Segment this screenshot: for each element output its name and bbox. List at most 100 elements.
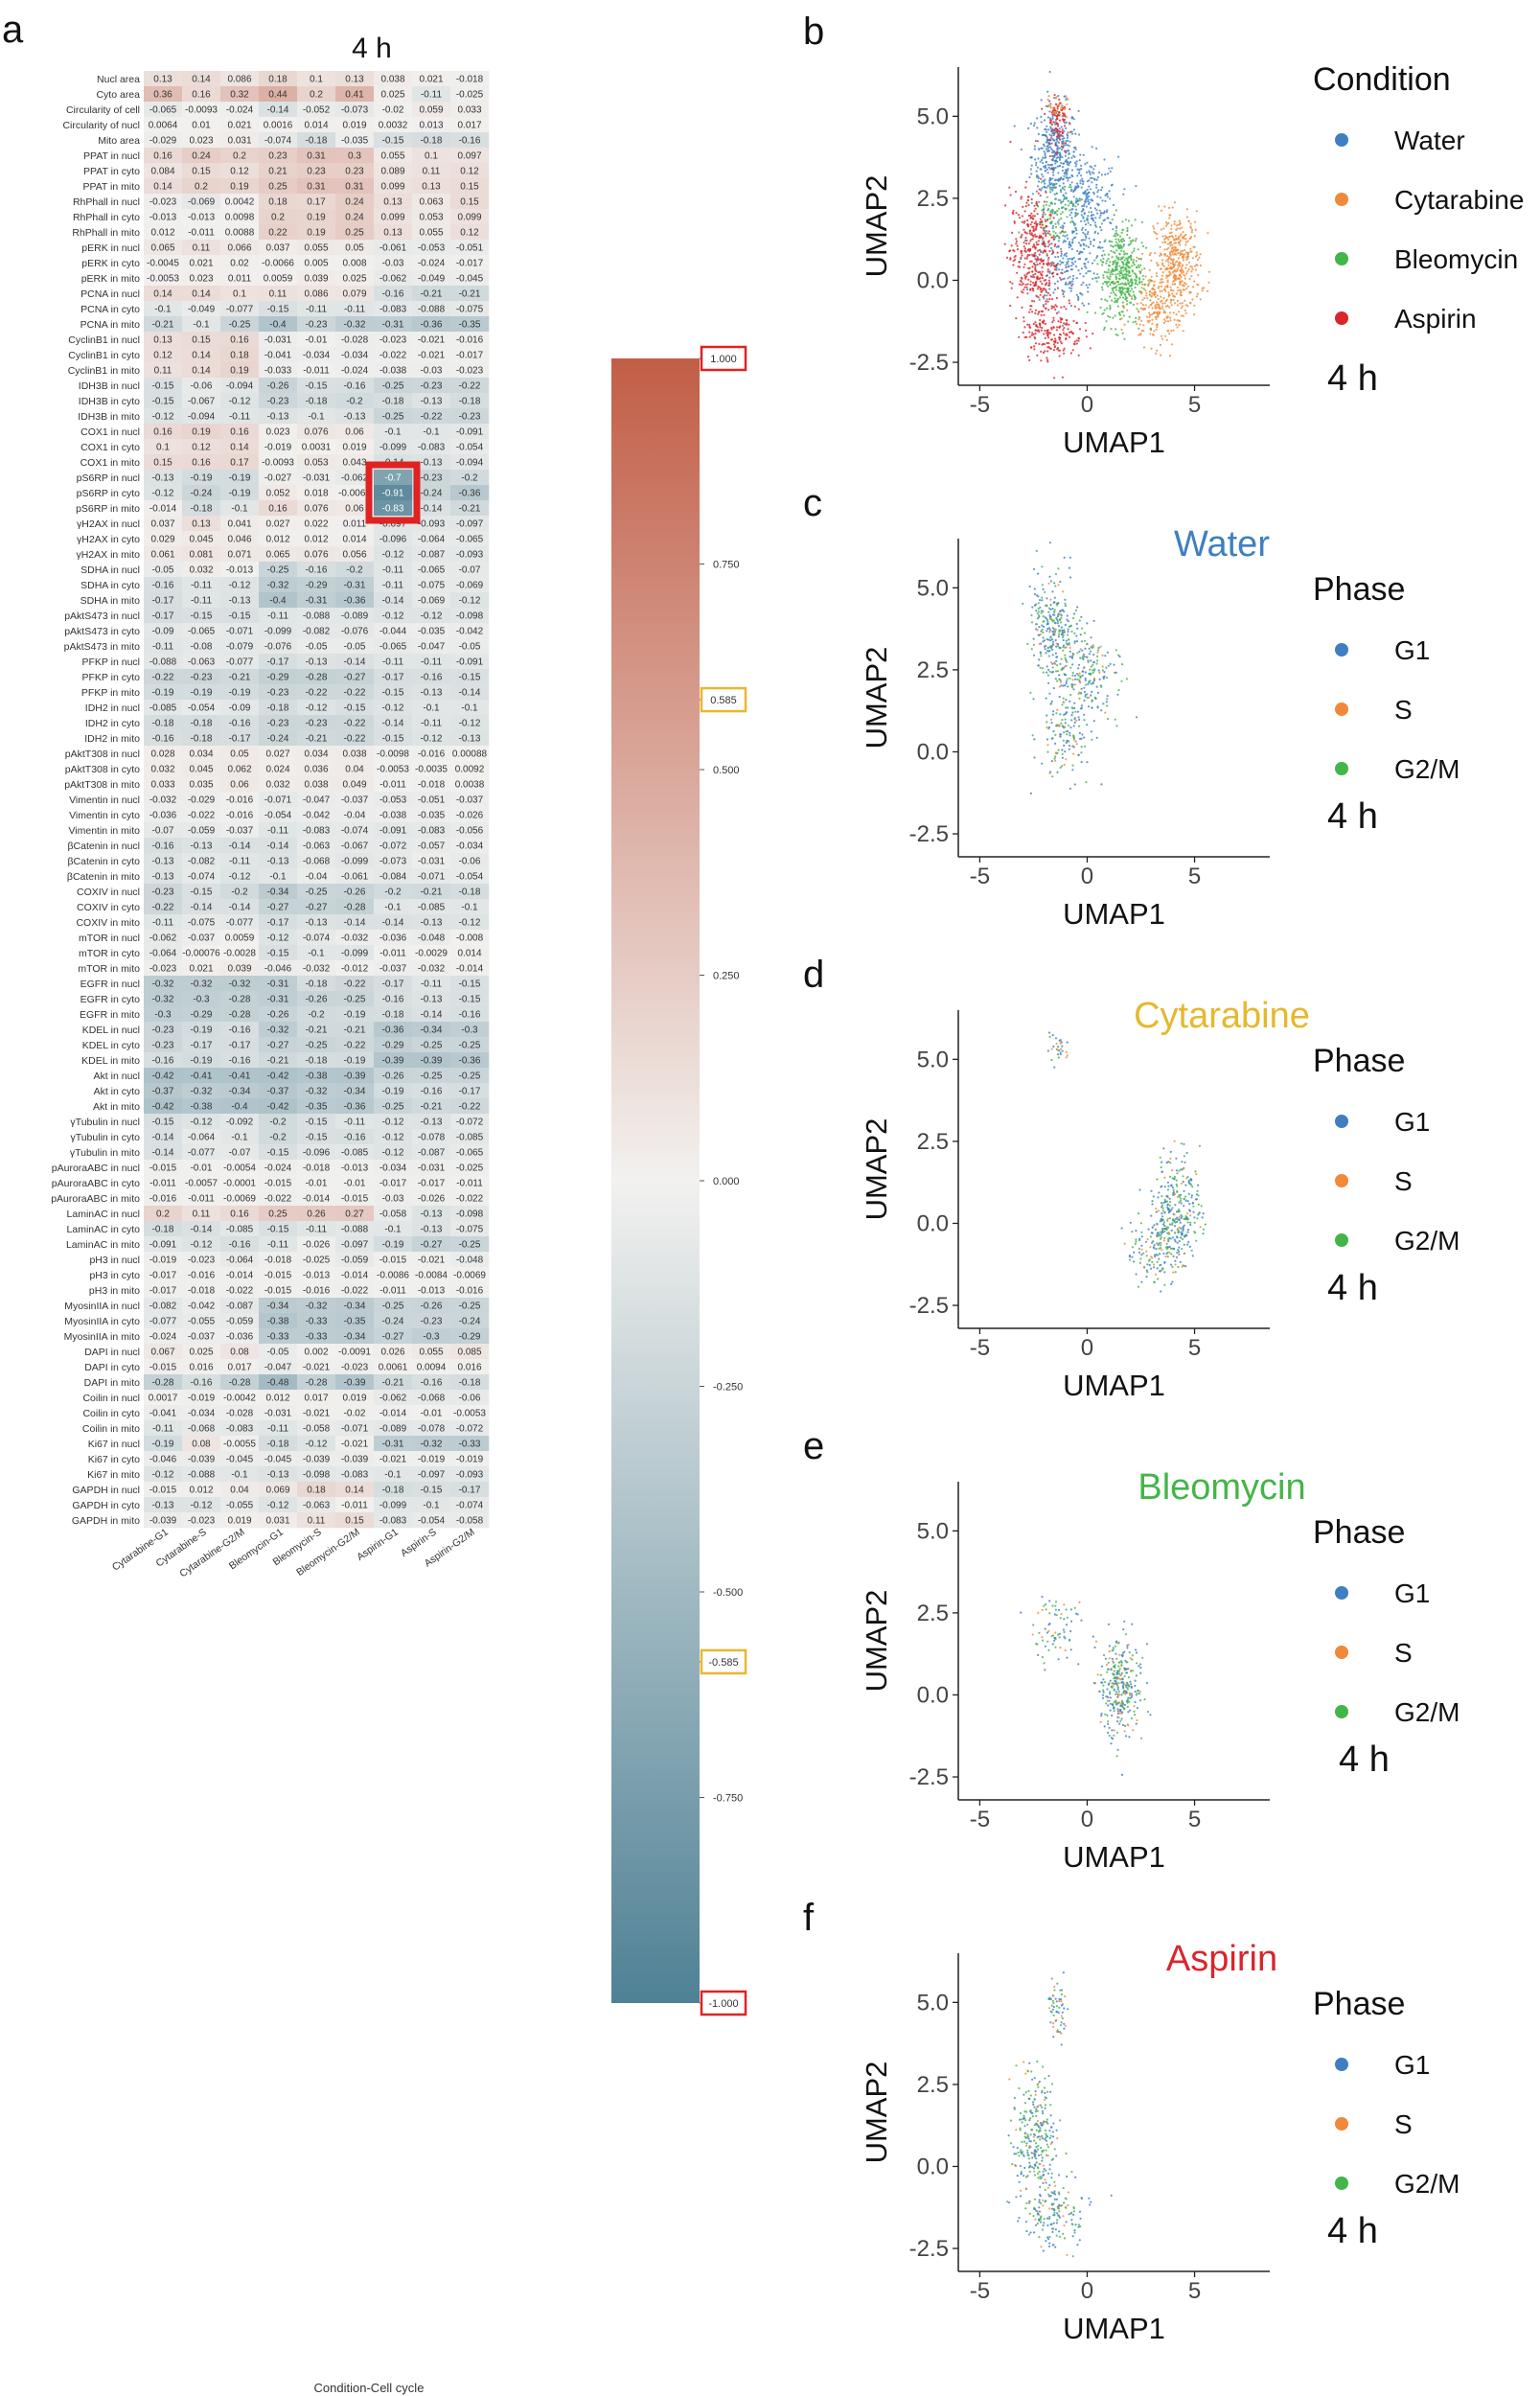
umap-point: [1037, 611, 1040, 613]
umap-point: [1023, 257, 1026, 260]
umap-point: [1172, 311, 1175, 314]
cell-value: -0.04: [306, 872, 328, 883]
row-label: IDH3B in mito: [78, 411, 140, 423]
row-label: γH2AX in mito: [76, 549, 140, 561]
cell-value: -0.23: [421, 473, 443, 484]
umap-point: [1128, 243, 1131, 246]
umap-point: [1054, 572, 1057, 576]
umap-point: [1092, 239, 1095, 242]
umap-point: [1026, 323, 1029, 326]
cell-value: -0.091: [456, 657, 484, 668]
umap-point: [1166, 320, 1170, 323]
umap-point: [1064, 602, 1067, 605]
umap-point: [1061, 178, 1065, 181]
cell-value: -0.31: [306, 596, 328, 607]
x-axis-label: UMAP1: [1063, 426, 1165, 459]
cell-value: -0.41: [229, 1071, 251, 1082]
umap-point: [1048, 176, 1051, 180]
umap-point: [1114, 251, 1116, 254]
cell-value: -0.15: [152, 381, 174, 392]
heatmap-cell: [297, 485, 336, 501]
cell-value: -0.15: [306, 1117, 328, 1128]
heatmap-cell: [144, 102, 183, 118]
umap-point: [1099, 196, 1102, 199]
cell-value: 0.065: [150, 243, 174, 254]
row-label: βCatenin in cyto: [68, 856, 141, 867]
umap-point: [1065, 674, 1068, 677]
cell-value: -0.19: [382, 1240, 404, 1251]
umap-point: [1050, 134, 1053, 137]
umap-point: [1151, 291, 1154, 295]
umap-point: [1064, 196, 1067, 199]
umap-point: [1070, 247, 1073, 251]
umap-point: [1136, 308, 1138, 311]
umap-point: [1032, 276, 1036, 279]
cell-value: -0.00076: [182, 949, 220, 959]
cell-value: -0.0045: [147, 259, 179, 269]
umap-point: [1104, 711, 1107, 714]
umap-point: [1032, 215, 1035, 218]
umap-point: [1169, 265, 1172, 269]
umap-point: [1092, 680, 1094, 684]
umap-point: [1113, 214, 1115, 217]
umap-point: [1061, 207, 1064, 210]
umap-point: [1066, 614, 1069, 617]
panel-letter-a: a: [2, 9, 24, 51]
cell-value: 0.11: [269, 289, 287, 300]
cell-value: 0.059: [419, 105, 443, 116]
cell-value: 0.14: [192, 289, 211, 300]
cell-value: -0.16: [306, 565, 328, 576]
heatmap-cell: [220, 316, 260, 333]
cell-value: -0.069: [188, 197, 216, 208]
umap-point: [1195, 210, 1198, 213]
umap-point: [1193, 265, 1196, 267]
cell-value: -0.029: [149, 136, 177, 147]
umap-point: [1023, 249, 1026, 252]
umap-point: [1059, 263, 1062, 265]
umap-point: [1036, 257, 1039, 260]
heatmap-cell: [412, 117, 451, 133]
heatmap-cell: [374, 132, 413, 149]
umap-point: [1049, 126, 1052, 128]
cell-value: -0.16: [382, 289, 404, 300]
umap-point: [1049, 119, 1052, 122]
umap-point: [1114, 314, 1116, 317]
umap-point: [1165, 315, 1168, 318]
umap-point: [1077, 297, 1080, 300]
umap-point: [1085, 219, 1089, 221]
row-label: Coilin in nucl: [82, 1393, 140, 1404]
heatmap-cell: [412, 332, 451, 348]
umap-point: [1069, 183, 1071, 186]
umap-point: [1031, 270, 1034, 273]
cell-value: -0.062: [379, 1394, 407, 1404]
cell-value: -0.13: [421, 995, 443, 1005]
cell-value: -0.15: [382, 136, 404, 147]
umap-point: [1143, 267, 1146, 270]
umap-point: [1046, 620, 1049, 624]
umap-point: [1080, 692, 1083, 695]
cell-value: -0.12: [421, 734, 443, 745]
umap-point: [1069, 257, 1071, 260]
umap-point: [1068, 566, 1070, 569]
umap-point: [1067, 237, 1069, 240]
cell-value: -0.12: [306, 1440, 328, 1450]
umap-point: [1080, 214, 1083, 217]
cell-value: 0.012: [150, 228, 174, 239]
umap-point: [1130, 224, 1133, 227]
umap-point: [1031, 300, 1034, 303]
umap-point: [1086, 233, 1089, 236]
umap-point: [1057, 133, 1060, 136]
umap-point: [1185, 288, 1188, 290]
umap-point: [1135, 716, 1138, 719]
umap-point: [1016, 244, 1019, 247]
cell-value: -0.071: [418, 872, 446, 883]
cell-value: -0.071: [264, 795, 292, 806]
cell-value: 0.008: [342, 259, 366, 269]
cell-value: -0.039: [303, 1455, 331, 1465]
cell-value: -0.83: [382, 504, 404, 515]
cell-value: -0.13: [421, 688, 443, 699]
umap-point: [1089, 165, 1092, 168]
umap-point: [1190, 250, 1193, 253]
umap-point: [1064, 185, 1067, 188]
heatmap-cell: [450, 301, 490, 317]
